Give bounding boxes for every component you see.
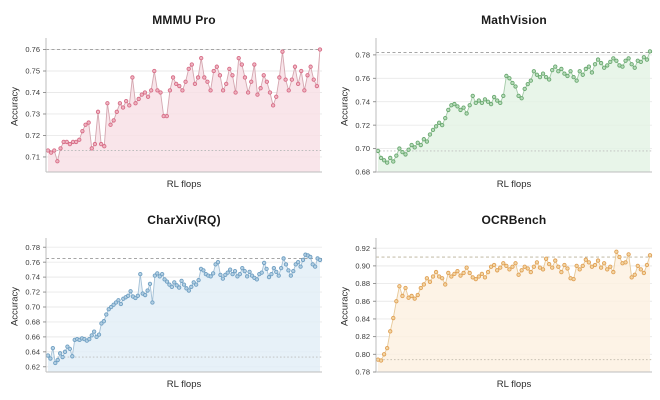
svg-text:0.68: 0.68 — [355, 168, 370, 177]
plot-area: 0.71 0.72 0.73 0.74 0.75 0.76 — [25, 38, 323, 173]
svg-text:0.92: 0.92 — [355, 244, 370, 253]
plot-area: 0.68 0.70 0.72 0.74 0.76 0.78 — [355, 38, 653, 177]
plot-area: 0.78 0.80 0.82 0.84 0.86 0.88 0.90 0.92 — [355, 238, 653, 377]
svg-text:0.64: 0.64 — [25, 347, 40, 356]
svg-text:0.74: 0.74 — [25, 273, 40, 282]
x-axis-label: RL flops — [496, 179, 532, 190]
svg-text:0.78: 0.78 — [355, 368, 370, 377]
chart-charxiv-rq: CharXiv(RQ) Accuracy 0.62 0.64 0.66 0.68 0.7… — [0, 200, 330, 400]
svg-text:0.76: 0.76 — [25, 45, 40, 54]
svg-text:0.70: 0.70 — [25, 303, 40, 312]
svg-text:0.73: 0.73 — [25, 110, 40, 119]
x-axis-label: RL flops — [496, 379, 532, 390]
svg-text:0.76: 0.76 — [25, 258, 40, 267]
chart-title: MMMU Pro — [152, 13, 216, 27]
svg-text:0.68: 0.68 — [25, 318, 40, 327]
svg-text:0.82: 0.82 — [355, 332, 370, 341]
svg-text:0.72: 0.72 — [25, 288, 40, 297]
svg-text:0.78: 0.78 — [25, 243, 40, 252]
svg-text:0.84: 0.84 — [355, 315, 370, 324]
svg-text:0.74: 0.74 — [355, 97, 370, 106]
svg-text:0.86: 0.86 — [355, 297, 370, 306]
svg-text:0.76: 0.76 — [355, 74, 370, 83]
x-axis-label: RL flops — [166, 179, 202, 190]
svg-text:0.80: 0.80 — [355, 350, 370, 359]
chart-mathvision: MathVision Accuracy 0.68 0.70 0.72 0.74 0.76… — [330, 0, 660, 200]
svg-text:0.70: 0.70 — [355, 144, 370, 153]
chart-title: OCRBench — [481, 213, 547, 227]
chart-title: CharXiv(RQ) — [147, 213, 221, 227]
svg-text:0.62: 0.62 — [25, 362, 40, 371]
svg-text:0.66: 0.66 — [25, 332, 40, 341]
svg-text:0.71: 0.71 — [25, 153, 40, 162]
svg-text:0.88: 0.88 — [355, 279, 370, 288]
svg-text:0.72: 0.72 — [25, 131, 40, 140]
svg-text:0.75: 0.75 — [25, 67, 40, 76]
chart-mmmu-pro: MMMU Pro Accuracy 0.71 0.72 0.73 0.74 0.75 0.… — [0, 0, 330, 200]
chart-ocrbench: OCRBench Accuracy 0.78 0.80 0.82 0.84 0.86 0.… — [330, 200, 660, 400]
svg-text:0.74: 0.74 — [25, 88, 40, 97]
svg-text:0.90: 0.90 — [355, 261, 370, 270]
svg-text:0.78: 0.78 — [355, 50, 370, 59]
plot-area: 0.62 0.64 0.66 0.68 0.70 0.72 0.74 0.76 0.78 — [25, 238, 323, 373]
chart-title: MathVision — [481, 13, 547, 27]
svg-text:0.72: 0.72 — [355, 121, 370, 130]
x-axis-label: RL flops — [166, 379, 202, 390]
